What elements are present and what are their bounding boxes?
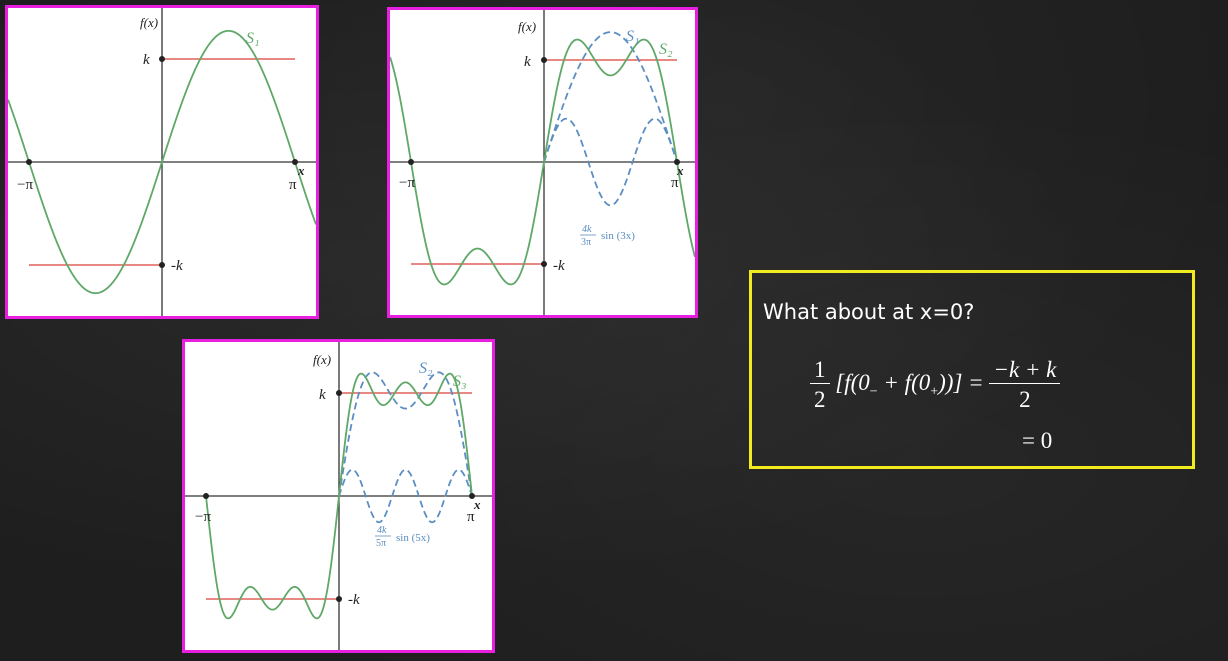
neg-pi-label: −π	[195, 509, 211, 525]
plot-s1: f(x) k -k −π π x S₁	[8, 8, 316, 316]
x-label: x	[473, 497, 481, 512]
fx-label: f(x)	[313, 352, 331, 367]
k-label: k	[319, 387, 326, 403]
neg-k-label: -k	[553, 258, 565, 274]
curve-term-3x	[543, 117, 678, 207]
k-point	[159, 56, 165, 62]
curve-s3	[205, 372, 473, 620]
plot-panel-s1: f(x) k -k −π π x S₁	[5, 5, 319, 319]
neg-k-point	[541, 261, 547, 267]
rhs-fraction: −k + k 2	[989, 357, 1061, 413]
neg-k-label: -k	[348, 592, 360, 608]
k-point	[541, 57, 547, 63]
curve-s1	[8, 29, 316, 295]
curve-label-s3: S₃	[453, 373, 467, 390]
pi-point	[469, 493, 475, 499]
plus-f: + f(0	[877, 370, 931, 396]
half-fraction: 1 2	[810, 357, 830, 413]
pi-point	[292, 159, 298, 165]
sub-minus: −	[869, 384, 878, 400]
half-den: 2	[814, 387, 826, 413]
neg-pi-point	[203, 493, 209, 499]
math-box: What about at x=0? 1 2 [f(0− + f(0+))] =…	[749, 270, 1195, 469]
x-label: x	[676, 163, 684, 178]
neg-k-point	[336, 596, 342, 602]
fx-label: f(x)	[518, 19, 536, 34]
curve-s2	[390, 38, 695, 286]
coef-den: 3π	[581, 237, 591, 248]
neg-pi-label: −π	[17, 177, 33, 193]
curve-label-s1: S₁	[246, 30, 260, 47]
close-expr: ))] =	[938, 370, 984, 396]
curve-label-s1: S₁	[626, 28, 640, 45]
fx-label: f(x)	[140, 15, 158, 30]
pi-label: π	[467, 509, 475, 525]
rhs-den: 2	[1019, 387, 1031, 413]
equation-line-1: 1 2 [f(0− + f(0+))] = −k + k 2	[810, 357, 1061, 413]
plot-panel-s2: f(x) k -k −π π x S₁ S₂ 4k 3π sin (3x)	[387, 7, 698, 318]
curve-label-s2: S₂	[419, 360, 433, 377]
coef-den: 5π	[376, 538, 386, 549]
x-label: x	[297, 163, 305, 178]
coef-num: 4k	[377, 525, 387, 536]
bracket-expr: [f(0	[835, 370, 870, 396]
half-num: 1	[810, 357, 830, 385]
neg-pi-label: −π	[399, 175, 415, 191]
curve-label-s2: S₂	[659, 41, 673, 58]
sub-plus: +	[930, 384, 939, 400]
k-label: k	[524, 54, 531, 70]
curve-s1-dashed	[543, 31, 678, 163]
neg-k-label: -k	[171, 258, 183, 274]
plot-s3: f(x) k -k −π π x S₂ S₃ 4k 5π sin (5x)	[185, 342, 492, 650]
k-label: k	[143, 52, 150, 68]
question-text: What about at x=0?	[763, 300, 975, 324]
k-point	[336, 390, 342, 396]
curve-term-5x	[338, 468, 473, 524]
annotation-func: sin (5x)	[396, 532, 430, 544]
neg-pi-point	[408, 159, 414, 165]
neg-pi-point	[26, 159, 32, 165]
annotation-func: sin (3x)	[601, 230, 635, 242]
plot-s2: f(x) k -k −π π x S₁ S₂ 4k 3π sin (3x)	[390, 10, 695, 315]
pi-label: π	[671, 175, 679, 191]
rhs-num: −k + k	[989, 357, 1061, 385]
curve-s2-dashed	[338, 371, 473, 497]
plot-panel-s3: f(x) k -k −π π x S₂ S₃ 4k 5π sin (5x)	[182, 339, 495, 653]
pi-label: π	[289, 177, 297, 193]
equation-line-2: = 0	[1022, 428, 1053, 453]
coef-num: 4k	[582, 224, 592, 235]
neg-k-point	[159, 262, 165, 268]
pi-point	[674, 159, 680, 165]
